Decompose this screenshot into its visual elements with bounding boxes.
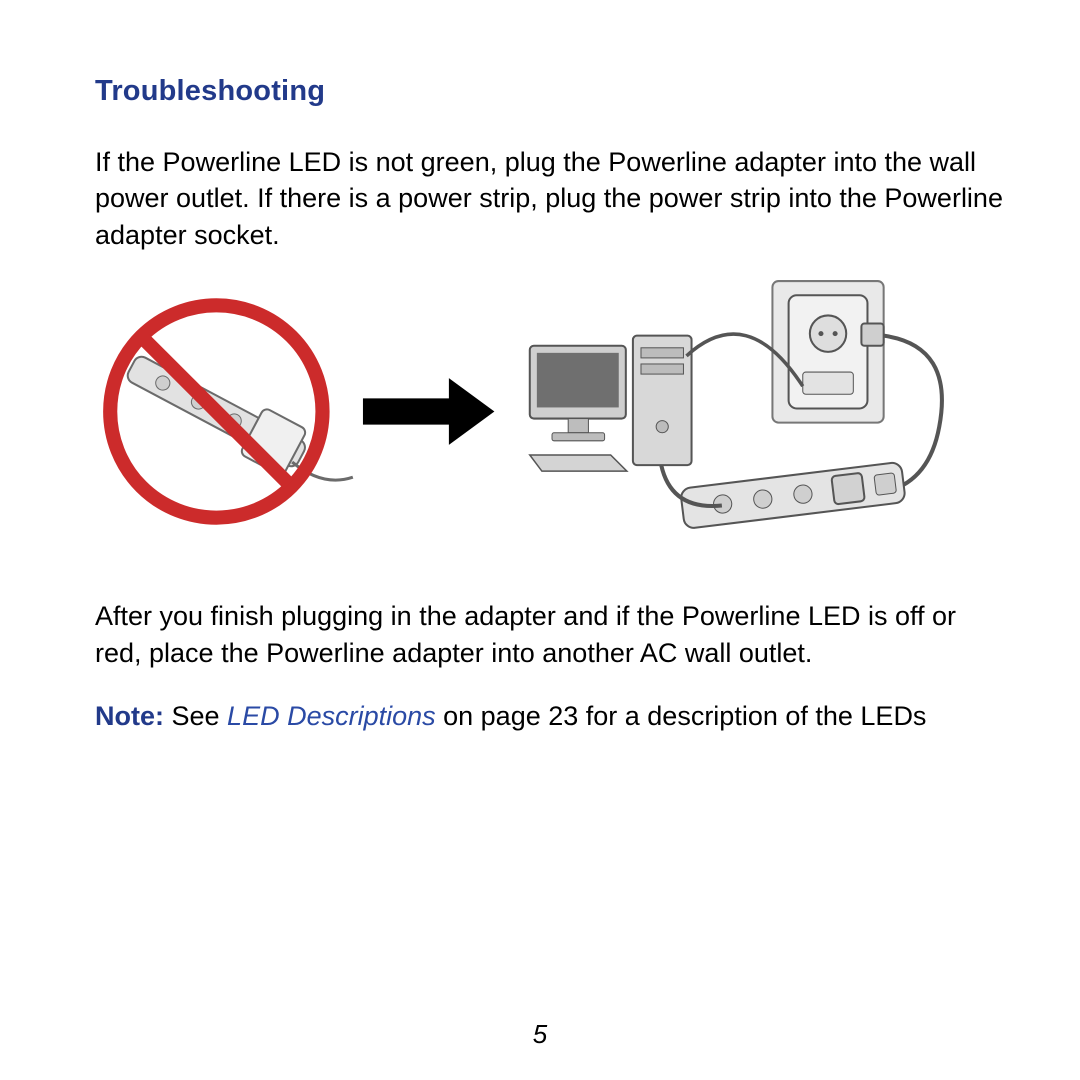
paragraph-intro: If the Powerline LED is not green, plug … (95, 144, 1005, 253)
page-number: 5 (0, 1019, 1080, 1050)
pc-tower-icon (633, 336, 692, 465)
arrow-icon (363, 378, 494, 445)
power-strip-icon (680, 462, 906, 529)
note-line: Note: See LED Descriptions on page 23 fo… (95, 698, 1005, 736)
monitor-icon (530, 346, 627, 471)
paragraph-followup: After you finish plugging in the adapter… (95, 598, 1005, 671)
note-label: Note: (95, 701, 164, 731)
correct-setup-icon (530, 281, 942, 529)
setup-diagram (95, 275, 1005, 538)
manual-page: Troubleshooting If the Powerline LED is … (0, 0, 1080, 1080)
note-post-text: on page 23 for a description of the LEDs (436, 701, 927, 731)
section-heading: Troubleshooting (95, 75, 1005, 108)
prohibited-setup-icon (110, 306, 353, 518)
note-pre-text: See (164, 701, 227, 731)
led-descriptions-link[interactable]: LED Descriptions (227, 701, 436, 731)
